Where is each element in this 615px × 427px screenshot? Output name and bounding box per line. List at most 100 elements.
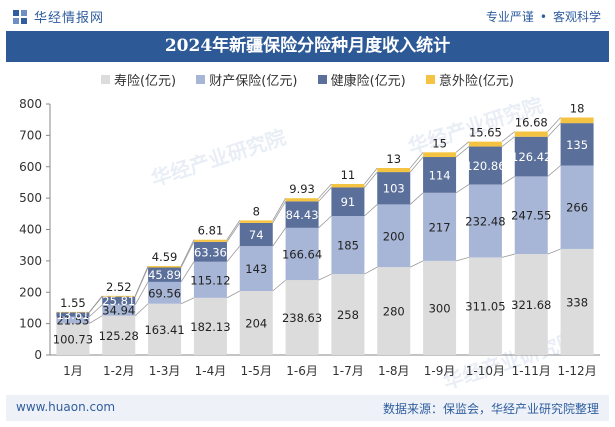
data-label: 74 — [249, 228, 264, 242]
data-label: 182.13 — [190, 320, 230, 334]
connector-line — [180, 297, 195, 305]
bar-segment — [423, 157, 457, 193]
data-label: 15 — [432, 136, 447, 150]
legend-item-property[interactable]: 财产保险(亿元) — [196, 70, 297, 89]
data-label: 266 — [566, 201, 588, 215]
connector-line — [547, 165, 561, 177]
bar-segment — [377, 168, 411, 173]
connector-line — [501, 136, 515, 147]
data-label: 63.36 — [194, 245, 227, 259]
connector-line — [455, 146, 470, 158]
bar-segment — [285, 198, 319, 202]
x-tick-label: 1-3月 — [149, 364, 181, 378]
bar-segment — [468, 141, 502, 147]
bar-segment — [239, 246, 273, 291]
bar-segment — [56, 323, 90, 355]
data-label: 200 — [383, 229, 405, 243]
bar-segment — [102, 296, 136, 305]
data-label: 100.73 — [53, 333, 93, 347]
legend-label-health: 健康险(亿元) — [330, 74, 406, 89]
legend-label-property: 财产保险(亿元) — [209, 74, 298, 89]
connector-line — [272, 198, 286, 221]
connector-line — [134, 281, 149, 305]
connector-line — [455, 257, 470, 262]
chart-legend: 寿险(亿元) 财产保险(亿元) 健康险(亿元) 意外险(亿元) — [0, 70, 615, 89]
connector-line — [226, 290, 240, 299]
connector-line — [409, 152, 424, 169]
x-tick-label: 1-2月 — [103, 364, 135, 378]
bar-segment — [148, 281, 182, 304]
header-bar: 华经情报网 专业严谨 • 客观科学 — [0, 0, 615, 30]
connector-line — [364, 167, 378, 185]
data-label: 166.64 — [282, 247, 322, 261]
data-label: 8 — [253, 204, 260, 218]
data-label: 34.94 — [102, 304, 135, 318]
data-label: 247.55 — [511, 209, 551, 223]
data-label: 103 — [383, 182, 405, 196]
connector-line — [409, 192, 424, 205]
bar-segment — [560, 248, 594, 355]
data-label: 15.65 — [469, 126, 502, 140]
data-label: 84.43 — [286, 208, 319, 222]
legend-label-life: 寿险(亿元) — [113, 74, 177, 89]
data-label: 13 — [386, 152, 401, 166]
legend-label-accident: 意外险(亿元) — [438, 74, 515, 89]
data-label: 13.61 — [56, 308, 89, 322]
data-label: 1.55 — [60, 296, 86, 310]
connector-line — [364, 171, 378, 188]
bar-segment — [56, 312, 90, 317]
legend-swatch-accident — [425, 75, 435, 84]
data-label: 91 — [341, 195, 356, 209]
slogan-left: 专业严谨 — [485, 10, 534, 24]
connector-line — [501, 176, 515, 185]
data-label: 258 — [337, 308, 359, 322]
connector-line — [134, 265, 149, 297]
y-tick-label: 500 — [19, 191, 42, 205]
bar-segment — [468, 146, 502, 185]
legend-item-life[interactable]: 寿险(亿元) — [100, 70, 177, 89]
connector-line — [226, 220, 241, 240]
x-tick-label: 1-10月 — [466, 364, 505, 378]
data-label: 204 — [245, 316, 267, 330]
bar-segment — [102, 295, 136, 297]
connector-line — [180, 239, 195, 267]
bar-segment — [56, 316, 90, 324]
bar-segment — [514, 131, 548, 137]
data-label: 9.93 — [289, 182, 315, 196]
connector-line — [455, 184, 470, 194]
bar-segment — [239, 222, 273, 247]
x-tick-label: 1-9月 — [424, 364, 456, 378]
slogan: 专业严谨 • 客观科学 — [486, 8, 601, 25]
connector-line — [272, 227, 286, 247]
bar-segment — [102, 304, 136, 316]
connector-line — [226, 222, 241, 243]
data-label: 21.53 — [56, 314, 89, 328]
connector-line — [501, 131, 515, 142]
connector-line — [89, 304, 103, 317]
connector-line — [134, 303, 149, 316]
brand-logo[interactable]: 华经情报网 — [12, 7, 104, 26]
connector-line — [364, 204, 378, 217]
data-label: 120.86 — [465, 159, 505, 173]
data-label: 115.12 — [190, 273, 230, 287]
brand-logo-icon — [13, 9, 27, 24]
data-label: 143 — [245, 262, 267, 276]
data-label: 163.41 — [144, 323, 184, 337]
data-label: 135 — [566, 138, 588, 152]
bar-segment — [148, 266, 182, 268]
bar-segment — [468, 257, 502, 355]
legend-swatch-property — [196, 75, 206, 84]
y-tick-label: 0 — [34, 348, 42, 362]
x-tick-label: 1-5月 — [240, 364, 272, 378]
bar-segment — [377, 204, 411, 268]
x-tick-label: 1月 — [63, 364, 83, 378]
legend-item-health[interactable]: 健康险(亿元) — [317, 70, 406, 89]
footer-url[interactable]: www.huaon.com — [16, 400, 116, 414]
bar-segment — [193, 241, 227, 262]
connector-line — [89, 315, 103, 324]
legend-item-accident[interactable]: 意外险(亿元) — [425, 70, 515, 89]
connector-line — [547, 117, 561, 132]
x-tick-label: 1-8月 — [378, 364, 410, 378]
connector-line — [409, 156, 424, 173]
